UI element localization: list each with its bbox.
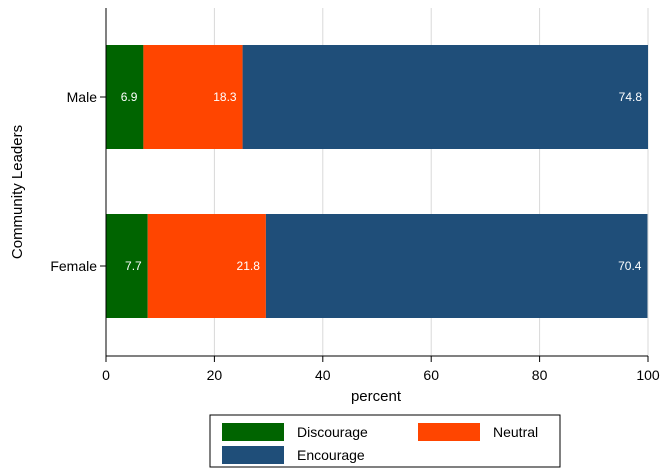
x-axis-title: percent	[351, 388, 402, 405]
data-label: 18.3	[213, 90, 237, 104]
bars: 6.9 18.3 74.8 7.7 21.8 70.4	[106, 45, 649, 318]
bar-segment-female-encourage	[265, 214, 648, 318]
legend: Discourage Neutral Encourage	[209, 414, 561, 468]
legend-key-neutral	[418, 423, 480, 441]
x-tick-label: 80	[532, 367, 548, 383]
axes: 0 20 40 60 80 100 Male Female	[50, 8, 660, 383]
y-axis-title: Community Leaders	[9, 125, 26, 259]
legend-key-discourage	[222, 423, 284, 441]
bar-segment-female-discourage	[106, 214, 148, 318]
legend-label-discourage: Discourage	[297, 424, 368, 440]
bar-segment-male-discourage	[106, 45, 144, 149]
bar-segment-male-neutral	[143, 45, 243, 149]
legend-label-neutral: Neutral	[493, 424, 538, 440]
y-tick-label: Male	[67, 89, 98, 105]
y-tick-label: Female	[50, 258, 97, 274]
x-tick-label: 0	[102, 367, 110, 383]
data-label: 74.8	[619, 90, 643, 104]
x-tick-label: 20	[207, 367, 223, 383]
x-tick-label: 100	[636, 367, 660, 383]
bar-segment-female-neutral	[147, 214, 266, 318]
data-label: 7.7	[125, 259, 142, 273]
x-tick-label: 60	[423, 367, 439, 383]
bar-segment-male-encourage	[242, 45, 649, 149]
data-label: 6.9	[121, 90, 138, 104]
legend-key-encourage	[222, 446, 284, 464]
data-label: 70.4	[618, 259, 642, 273]
data-label: 21.8	[237, 259, 261, 273]
x-tick-label: 40	[315, 367, 331, 383]
legend-label-encourage: Encourage	[297, 447, 365, 463]
